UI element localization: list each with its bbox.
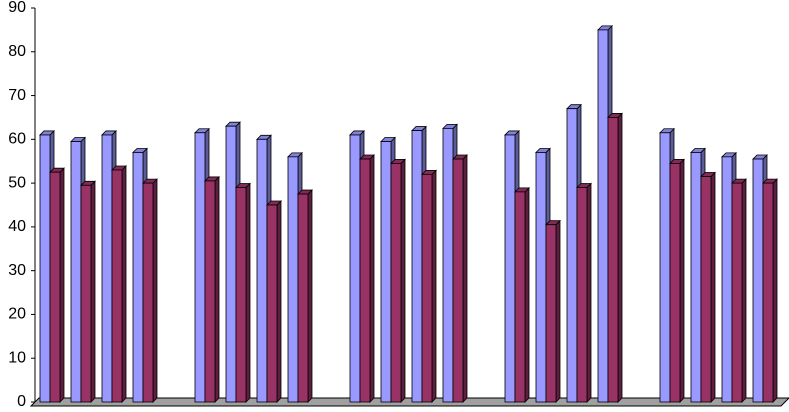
bar-side (462, 154, 468, 403)
bar-front (266, 204, 278, 403)
bar (762, 178, 778, 403)
bar (514, 186, 530, 403)
bar-front (752, 158, 764, 403)
bar (421, 169, 437, 403)
bar-side (679, 158, 685, 403)
bar (111, 165, 127, 403)
bar-side (152, 178, 158, 403)
y-tick-label: 70 (8, 87, 26, 104)
bar-front (566, 108, 578, 403)
bar-front (545, 224, 557, 403)
bar-front (380, 141, 392, 403)
bar-front (504, 134, 516, 403)
bar-front (721, 156, 733, 403)
bar-front (39, 134, 51, 403)
bar (80, 180, 96, 403)
bar-side (59, 167, 65, 403)
bar (700, 171, 716, 403)
y-tick-label: 90 (8, 0, 26, 16)
bar-front (297, 193, 309, 403)
bar-side (121, 165, 127, 403)
bar-side (555, 219, 561, 403)
bar-side (90, 180, 96, 403)
bar (390, 158, 406, 403)
y-tick-label: 30 (8, 262, 26, 279)
bar-front (731, 182, 743, 403)
bar-side (214, 175, 220, 403)
bar-front (101, 134, 113, 403)
y-tick-label: 10 (8, 349, 26, 366)
bar-front (390, 163, 402, 403)
bar-front (514, 191, 526, 403)
y-tick-label: 40 (8, 218, 26, 235)
bar-side (276, 200, 282, 403)
bar (235, 182, 251, 403)
bar (142, 178, 158, 403)
bar-front (421, 173, 433, 403)
bar-side (369, 154, 375, 403)
bar-front (287, 156, 299, 403)
bar-side (245, 182, 251, 403)
bar (359, 154, 375, 403)
bar-front (411, 130, 423, 403)
bar (266, 200, 282, 403)
y-tick-label: 60 (8, 131, 26, 148)
y-tick-label: 20 (8, 306, 26, 323)
bar (452, 154, 468, 403)
bar-front (349, 134, 361, 403)
bar-side (524, 186, 530, 403)
bar (607, 112, 623, 403)
bar-front (659, 132, 671, 403)
bar-side (307, 189, 313, 403)
bar-side (586, 182, 592, 403)
bar-front (142, 182, 154, 403)
bar-front (535, 152, 547, 403)
bar-front (452, 158, 464, 403)
bar-side (772, 178, 778, 403)
bar (576, 182, 592, 403)
bar-front (607, 117, 619, 403)
y-tick-label: 50 (8, 174, 26, 191)
bar-front (762, 182, 774, 403)
bar-front (235, 187, 247, 403)
bar (204, 175, 220, 403)
bar-front (700, 176, 712, 403)
bar-side (617, 112, 623, 403)
bar-side (741, 178, 747, 403)
bar-front (111, 169, 123, 403)
bar-front (225, 125, 237, 403)
bar-side (431, 169, 437, 403)
bar (297, 189, 313, 403)
y-tick-label: 80 (8, 43, 26, 60)
bar (49, 167, 65, 403)
bar-front (132, 152, 144, 403)
bar-front (669, 163, 681, 403)
bar-front (690, 152, 702, 403)
bar-front (359, 158, 371, 403)
bar-side (710, 171, 716, 403)
bar (669, 158, 685, 403)
bar-front (256, 138, 268, 403)
bar-front (70, 141, 82, 403)
bar-side (400, 158, 406, 403)
bar (731, 178, 747, 403)
bar-front (597, 29, 609, 403)
bar-front (442, 127, 454, 403)
y-tick-label: 0 (17, 393, 26, 410)
bar-front (194, 132, 206, 403)
bar-front (80, 184, 92, 403)
bar-front (204, 180, 216, 403)
bar-front (49, 171, 61, 403)
bar-front (576, 187, 588, 403)
bar (545, 219, 561, 403)
